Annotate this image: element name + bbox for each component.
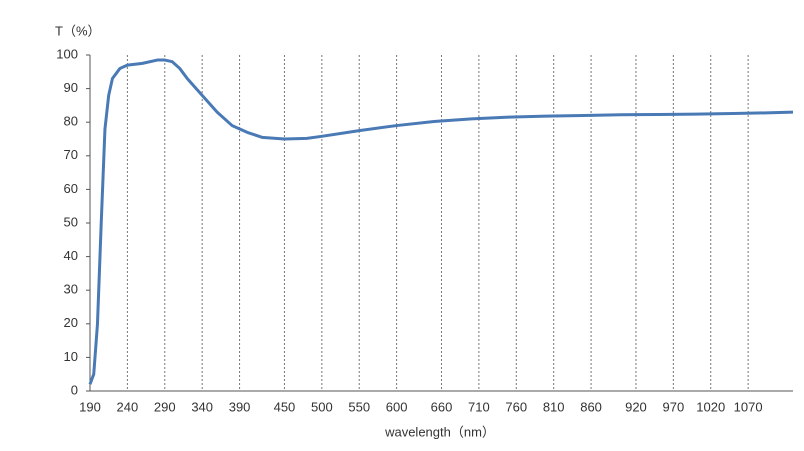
y-tick-label: 50 [64,214,78,229]
x-tick-label: 760 [505,399,527,414]
x-tick-label: 920 [625,399,647,414]
x-tick-label: 1020 [696,399,725,414]
y-tick-label: 40 [64,248,78,263]
x-tick-label: 860 [580,399,602,414]
y-axis-label: T（%） [55,23,101,38]
x-tick-label: 190 [79,399,101,414]
y-tick-label: 60 [64,181,78,196]
y-tick-label: 0 [71,382,78,397]
x-tick-label: 240 [117,399,139,414]
x-tick-label: 550 [348,399,370,414]
y-tick-label: 100 [56,46,78,61]
x-tick-label: 340 [191,399,213,414]
x-tick-label: 710 [468,399,490,414]
x-tick-label: 450 [274,399,296,414]
y-tick-label: 70 [64,147,78,162]
x-tick-label: 660 [431,399,453,414]
x-tick-label: 390 [229,399,251,414]
x-tick-label: 500 [311,399,333,414]
y-tick-label: 90 [64,80,78,95]
x-axis-label: wavelength（nm） [384,424,495,439]
data-line [88,58,794,385]
x-tick-label: 290 [154,399,176,414]
x-tick-label: 1070 [734,399,763,414]
y-tick-label: 30 [64,282,78,297]
x-tick-label: 600 [386,399,408,414]
y-tick-label: 80 [64,114,78,129]
y-tick-label: 10 [64,349,78,364]
x-tick-label: 810 [543,399,565,414]
y-tick-label: 20 [64,315,78,330]
x-tick-label: 970 [662,399,684,414]
